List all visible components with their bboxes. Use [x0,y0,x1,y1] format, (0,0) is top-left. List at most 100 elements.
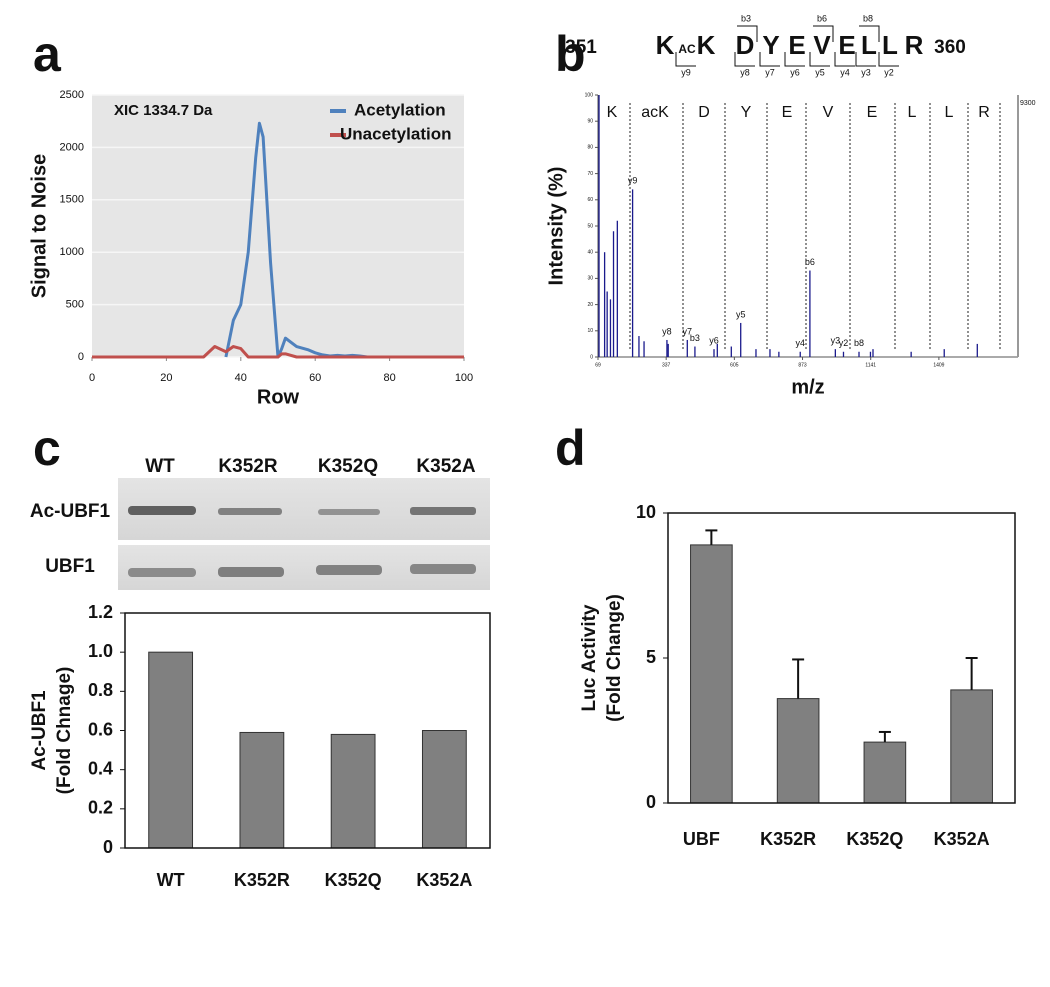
residue-label: E [782,104,793,121]
y-tick-label: 1500 [60,194,84,206]
bracket [859,25,880,42]
sequence-residue: R [905,30,924,60]
bracket [737,25,758,42]
sequence-residue: Y [762,30,779,60]
y-ion-label: y5 [815,67,825,77]
y-tick-label: 2000 [60,141,84,153]
b-ion-label: b6 [817,13,827,23]
y-tick-label: 80 [587,145,593,151]
y-tick-label: 10 [636,502,656,522]
peak-label: b6 [805,257,815,267]
y-tick-label: 90 [587,119,593,125]
bracket [759,52,780,67]
bracket [734,52,755,67]
y-axis-label: Ac-UBF1 [29,690,50,771]
sequence-residue: V [813,30,831,60]
data-line [92,345,464,359]
y-axis-label: (Fold Change) [604,594,625,722]
residue-label: K [607,104,618,121]
y-tick-label: 1.2 [88,602,113,622]
bar [330,733,376,849]
x-tick-label: 337 [662,362,671,368]
y-tick-label: 0.8 [88,680,113,700]
y-tick-label: 0 [78,351,84,363]
x-tick-label: UBF [683,829,720,849]
y-tick-label: 60 [587,197,593,203]
annotation: XIC 1334.7 Da [114,102,213,119]
row-label: UBF1 [45,556,95,577]
y-tick-label: 5 [646,647,656,667]
bar [863,741,907,804]
blot-band [128,568,196,577]
residue-label: Y [741,104,752,121]
y-tick-label: 20 [587,302,593,308]
y-axis-label: Intensity (%) [545,167,567,286]
y-axis-label: Signal to Noise [28,154,50,298]
y-tick-label: 1.0 [88,641,113,661]
bar [148,651,194,849]
x-tick-label: 80 [383,372,395,384]
residue-label: R [978,104,990,121]
bracket [809,52,830,67]
residue-label: D [698,104,710,121]
lane-label: K352R [218,456,277,477]
sequence-start: 351 [565,37,597,58]
sequence-residue: K [656,30,675,60]
peak-label: y7 [683,326,693,336]
bar [776,698,820,804]
plot-frame [124,612,491,849]
peak-label: y2 [839,338,849,348]
x-tick-label: WT [157,870,185,890]
y-tick-label: 0.2 [88,798,113,818]
y-tick-label: 0.6 [88,719,113,739]
y-tick-label: 30 [587,276,593,282]
bracket [675,52,696,67]
annotation: 9300 [1020,100,1036,107]
residue-label: acK [641,104,669,121]
y-axis-label: (Fold Chnage) [54,667,75,795]
y-tick-label: 100 [585,92,594,98]
panel-label: d [555,420,586,476]
bracket [813,25,834,42]
x-tick-label: K352Q [846,829,903,849]
x-tick-label: 100 [455,372,473,384]
x-tick-label: 605 [730,362,739,368]
peak-label: y6 [709,336,719,346]
bracket [878,52,899,67]
sequence-residue: D [736,30,755,60]
sequence-end: 360 [934,37,966,58]
lane-label: K352Q [318,456,378,477]
x-tick-label: K352R [234,870,290,890]
x-tick-label: K352A [416,870,472,890]
y-tick-label: 0 [646,792,656,812]
x-tick-label: 1409 [933,362,944,368]
plot-background [92,95,464,357]
panel-label: c [33,420,61,476]
bar [950,689,993,804]
x-tick-label: K352Q [325,870,382,890]
peak-label: y9 [628,176,638,186]
legend-label: Acetylation [354,100,446,119]
x-tick-label: K352A [934,829,990,849]
blot-band [410,564,476,574]
sequence-residue: K [697,30,716,60]
x-tick-label: 69 [595,362,601,368]
blot-band [316,565,382,575]
y-tick-label: 2500 [60,89,84,101]
y-tick-label: 10 [587,328,593,334]
peak-label: b8 [854,338,864,348]
x-tick-label: K352R [760,829,816,849]
bar [421,730,467,849]
y-tick-label: 500 [66,299,84,311]
peak-label: y8 [662,326,672,336]
x-tick-label: 60 [309,372,321,384]
x-tick-label: 0 [89,372,95,384]
y-tick-label: 0 [590,354,593,360]
legend-label: Unacetylation [340,124,451,143]
y-tick-label: 40 [587,250,593,256]
x-tick-label: 873 [798,362,807,368]
peak-label: b3 [690,333,700,343]
residue-label: L [908,104,917,121]
lane-label: WT [145,456,175,477]
